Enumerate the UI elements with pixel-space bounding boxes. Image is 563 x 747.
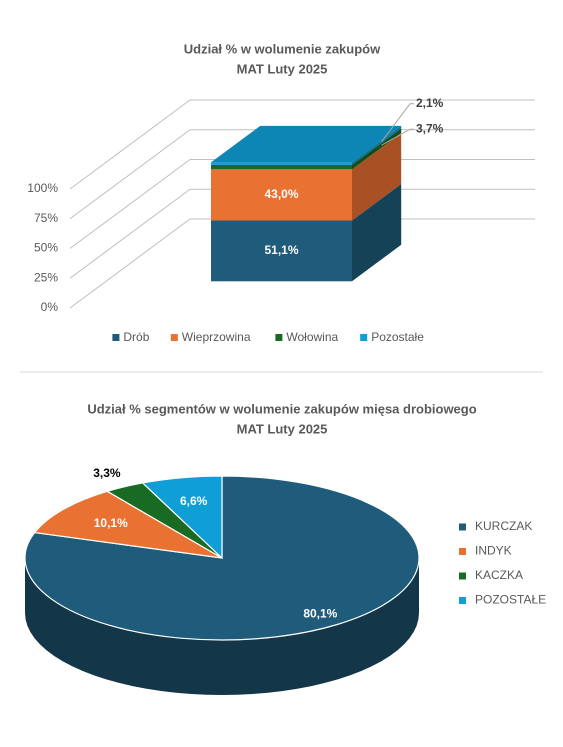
legend-swatch: [459, 548, 466, 555]
legend-label: POZOSTAŁE: [475, 593, 546, 607]
data-label: 43,0%: [264, 187, 298, 201]
legend-swatch: [459, 597, 466, 604]
leader-line: [381, 103, 414, 143]
legend-label: Wołowina: [286, 330, 338, 344]
grid-line: [69, 188, 191, 279]
y-tick-label: 100%: [27, 181, 58, 195]
bar-segment: [211, 169, 352, 221]
data-label: 10,1%: [94, 516, 128, 530]
y-tick-label: 0%: [41, 300, 59, 314]
grid-line: [69, 129, 191, 220]
data-label: 51,1%: [264, 243, 298, 257]
data-label: 3,3%: [93, 466, 121, 480]
y-tick-label: 25%: [34, 270, 58, 284]
data-label: 80,1%: [303, 607, 337, 621]
bar-segment: [211, 164, 352, 170]
legend-label: INDYK: [475, 544, 512, 558]
legend-swatch: [112, 334, 120, 341]
legend-label: Pozostałe: [371, 330, 424, 344]
y-tick-label: 75%: [34, 211, 58, 225]
bar-segment-side: [352, 184, 402, 282]
pie-slice: [141, 475, 223, 560]
bar-segment: [211, 220, 352, 282]
bar-segment: [211, 162, 352, 165]
legend-label: Drób: [123, 330, 149, 344]
grid-line: [69, 159, 191, 249]
chart-subtitle: MAT Luty 2025: [237, 421, 328, 436]
y-tick-label: 50%: [34, 241, 58, 255]
pie-slice-side: [25, 558, 419, 695]
legend-swatch: [360, 334, 368, 341]
bar-segment-side: [352, 125, 402, 165]
bar-segment-side: [352, 128, 402, 170]
data-label: 2,1%: [416, 96, 444, 110]
chart-title: Udział % segmentów w wolumenie zakupów m…: [87, 401, 476, 416]
pie-slice: [33, 490, 223, 559]
legend-swatch: [275, 334, 283, 341]
grid-line: [69, 218, 191, 309]
chart-title: Udział % w wolumenie zakupów: [184, 41, 381, 56]
legend-swatch: [459, 523, 466, 531]
bar-segment-top: [211, 125, 402, 163]
legend-label: KURCZAK: [475, 519, 532, 533]
grid-line: [69, 99, 191, 190]
chart-subtitle: MAT Luty 2025: [237, 61, 328, 76]
leader-line: [381, 128, 414, 146]
legend-swatch: [459, 572, 466, 580]
data-label: 3,7%: [416, 121, 444, 135]
legend-swatch: [170, 334, 178, 341]
legend-label: KACZKA: [475, 568, 523, 582]
data-label: 6,6%: [180, 494, 208, 508]
bar-segment-side: [352, 132, 402, 221]
legend-label: Wieprzowina: [182, 330, 251, 344]
